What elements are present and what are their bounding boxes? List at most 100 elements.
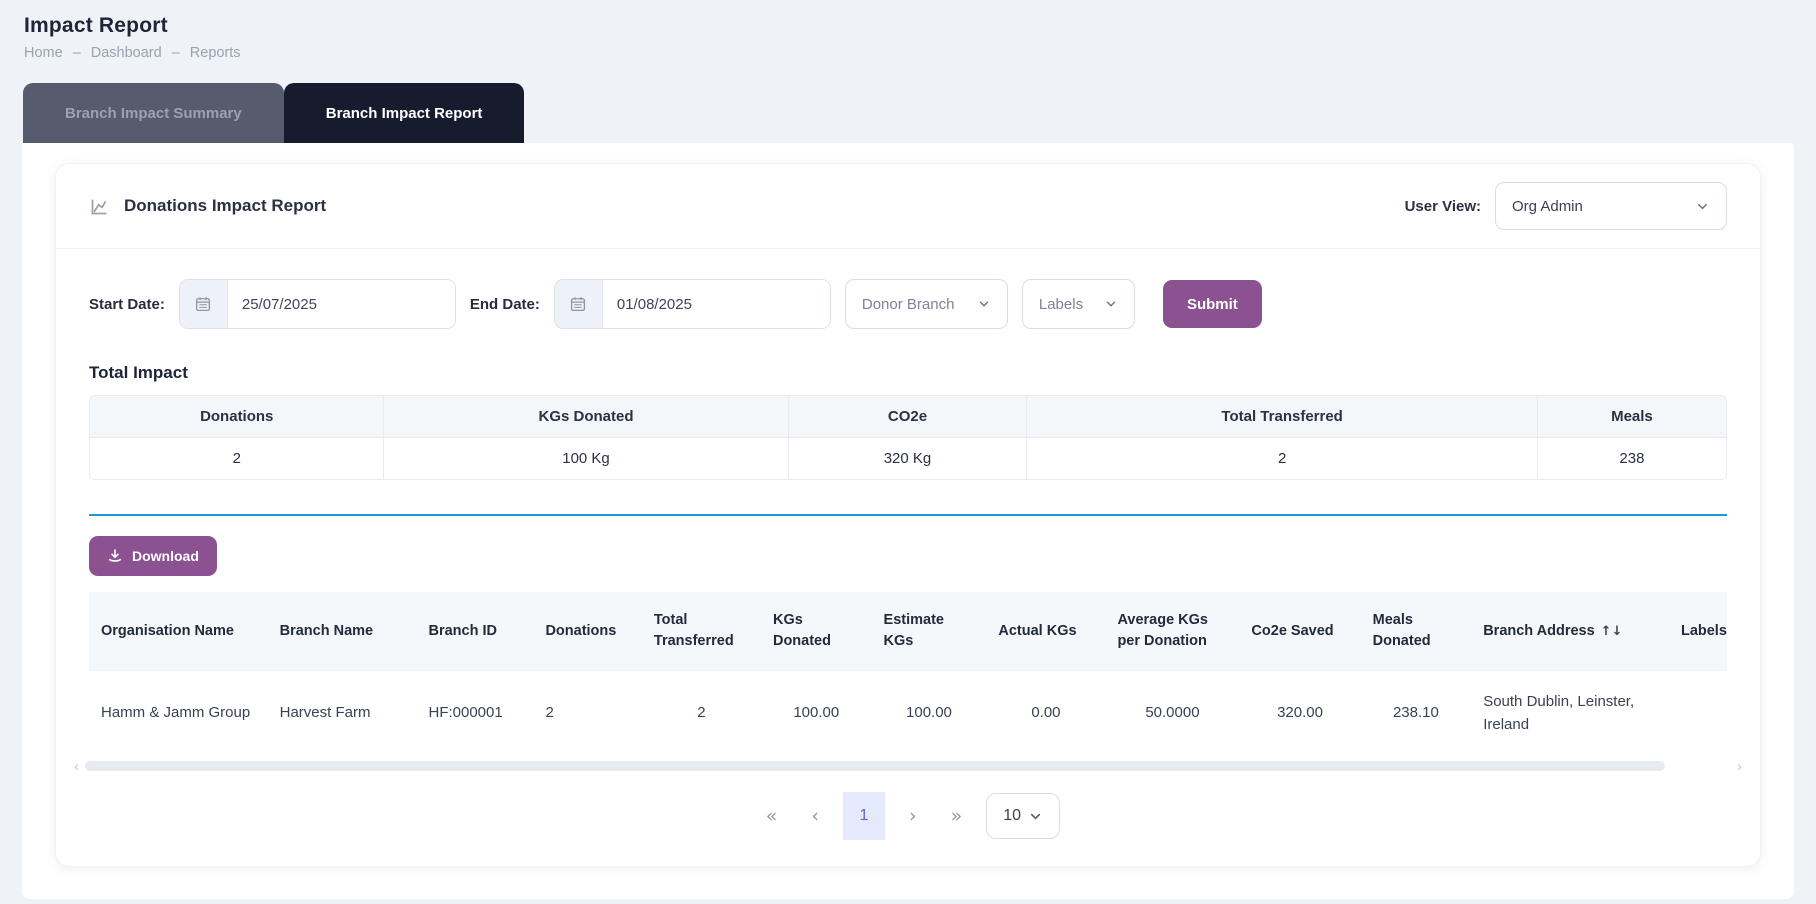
- col-kgs-donated[interactable]: KGs Donated: [760, 592, 872, 671]
- sort-icon[interactable]: ↑↓: [1600, 623, 1623, 639]
- horizontal-scrollbar-thumb[interactable]: [85, 761, 1666, 772]
- cell-estimate-kgs: 100.00: [871, 670, 987, 757]
- download-icon: [107, 548, 123, 564]
- calendar-icon[interactable]: [179, 280, 228, 328]
- total-impact-col-kgs-donated: KGs Donated: [384, 396, 789, 437]
- table-row: Hamm & Jamm Group Harvest Farm HF:000001…: [89, 670, 1727, 757]
- cell-total-transferred: 2: [641, 670, 761, 757]
- end-date-label: End Date:: [469, 295, 540, 313]
- col-average-kgs-per-donation[interactable]: Average KGs per Donation: [1105, 592, 1240, 671]
- total-impact-meals-value: 238: [1619, 450, 1645, 467]
- chart-icon: [89, 196, 110, 217]
- cell-branch-id: HF:000001: [416, 670, 534, 757]
- report-header-row: Organisation Name Branch Name Branch ID …: [89, 592, 1727, 671]
- report-table: Organisation Name Branch Name Branch ID …: [89, 592, 1727, 757]
- start-date-label: Start Date:: [89, 295, 165, 313]
- col-labels[interactable]: Labels: [1668, 592, 1727, 671]
- content-panel: Donations Impact Report User View: Org A…: [22, 143, 1794, 899]
- total-impact-col-donations: Donations: [90, 396, 385, 437]
- pagination-page-1[interactable]: 1: [843, 792, 885, 841]
- cell-branch-address: South Dublin, Leinster, Ireland: [1471, 670, 1669, 757]
- scrollbar-track[interactable]: [85, 761, 1731, 772]
- breadcrumb: Home – Dashboard – Reports: [24, 45, 1816, 61]
- chevron-down-icon: [1695, 199, 1710, 214]
- total-impact-header-row: Donations KGs Donated CO2e Total Transfe…: [90, 396, 1726, 437]
- total-impact-donations-value: 2: [90, 438, 385, 479]
- chevron-down-icon: [977, 297, 991, 311]
- report-card: Donations Impact Report User View: Org A…: [55, 163, 1761, 867]
- chevron-down-icon: [1104, 297, 1118, 311]
- card-header: Donations Impact Report User View: Org A…: [56, 164, 1760, 249]
- labels-placeholder: Labels: [1038, 295, 1084, 313]
- pagination-first-button[interactable]: «: [765, 805, 778, 828]
- breadcrumb-home[interactable]: Home: [24, 45, 63, 61]
- horizontal-scroll-area: ‹ ›: [74, 758, 1742, 774]
- total-impact-value-row: 2 100 Kg 320 Kg 2 238: [90, 437, 1726, 479]
- scroll-right-icon[interactable]: ›: [1737, 757, 1742, 775]
- col-branch-address[interactable]: Branch Address ↑↓: [1471, 592, 1669, 671]
- labels-select[interactable]: Labels: [1021, 279, 1135, 329]
- calendar-icon[interactable]: [554, 280, 603, 328]
- breadcrumb-separator: –: [72, 45, 81, 61]
- col-meals-donated[interactable]: Meals Donated: [1360, 592, 1472, 671]
- filter-row: Start Date: End Date:: [56, 249, 1760, 357]
- start-date-input[interactable]: [227, 280, 455, 328]
- col-actual-kgs[interactable]: Actual KGs: [986, 592, 1106, 671]
- user-view-label: User View:: [1404, 197, 1481, 215]
- cell-branch-name: Harvest Farm: [267, 670, 417, 757]
- user-view-select[interactable]: Org Admin: [1495, 182, 1727, 230]
- col-branch-id[interactable]: Branch ID: [416, 592, 534, 671]
- donor-branch-select[interactable]: Donor Branch: [844, 279, 1008, 329]
- submit-button[interactable]: Submit: [1162, 280, 1262, 328]
- scroll-left-icon[interactable]: ‹: [74, 757, 79, 775]
- download-label: Download: [132, 548, 199, 564]
- total-impact-co2e-value: 320 Kg: [789, 438, 1028, 479]
- page-size-select[interactable]: 10: [986, 793, 1061, 840]
- cell-organisation-name: Hamm & Jamm Group: [89, 670, 268, 757]
- cell-kgs-donated: 100.00: [760, 670, 872, 757]
- cell-co2e-saved: 320.00: [1239, 670, 1361, 757]
- col-donations[interactable]: Donations: [533, 592, 642, 671]
- section-divider: [89, 514, 1727, 516]
- col-total-transferred[interactable]: Total Transferred: [641, 592, 761, 671]
- tab-branch-impact-summary[interactable]: Branch Impact Summary: [23, 83, 284, 143]
- col-organisation-name[interactable]: Organisation Name: [89, 592, 268, 671]
- page-header: Impact Report Home – Dashboard – Reports: [0, 0, 1816, 61]
- page-size-value: 10: [1003, 807, 1022, 825]
- col-co2e-saved[interactable]: Co2e Saved: [1239, 592, 1361, 671]
- cell-actual-kgs: 0.00: [986, 670, 1106, 757]
- total-impact-total-transferred-value: 2: [1027, 438, 1538, 479]
- end-date-input[interactable]: [602, 280, 830, 328]
- chevron-down-icon: [1028, 809, 1043, 824]
- page-title: Impact Report: [24, 14, 168, 37]
- total-impact-col-total-transferred: Total Transferred: [1027, 396, 1538, 437]
- total-impact-col-co2e: CO2e: [789, 396, 1028, 437]
- cell-labels: [1668, 670, 1727, 757]
- report-table-wrap: Organisation Name Branch Name Branch ID …: [89, 592, 1727, 757]
- cell-meals-donated: 238.10: [1360, 670, 1472, 757]
- download-button[interactable]: Download: [89, 536, 217, 576]
- tab-branch-impact-report[interactable]: Branch Impact Report: [283, 83, 525, 143]
- total-impact-heading: Total Impact: [89, 363, 188, 382]
- pagination: « ‹ 1 › » 10: [56, 792, 1760, 841]
- pagination-next-button[interactable]: ›: [909, 805, 917, 828]
- total-impact-col-meals: Meals: [1611, 408, 1653, 425]
- total-impact-kgs-donated-value: 100 Kg: [384, 438, 789, 479]
- pagination-last-button[interactable]: »: [950, 805, 963, 828]
- donor-branch-placeholder: Donor Branch: [861, 295, 955, 313]
- cell-donations: 2: [533, 670, 642, 757]
- breadcrumb-dashboard[interactable]: Dashboard: [90, 45, 162, 61]
- col-branch-name[interactable]: Branch Name: [267, 592, 417, 671]
- tab-bar: Branch Impact Summary Branch Impact Repo…: [23, 83, 1816, 143]
- pagination-prev-button[interactable]: ‹: [811, 805, 819, 828]
- start-date-group: [178, 279, 456, 329]
- col-estimate-kgs[interactable]: Estimate KGs: [871, 592, 987, 671]
- branch-address-label: Branch Address: [1483, 622, 1595, 639]
- cell-average-kgs-per-donation: 50.0000: [1105, 670, 1240, 757]
- end-date-group: [553, 279, 831, 329]
- breadcrumb-separator: –: [171, 45, 180, 61]
- user-view-value: Org Admin: [1512, 197, 1583, 215]
- total-impact-table: Donations KGs Donated CO2e Total Transfe…: [89, 395, 1727, 480]
- breadcrumb-reports[interactable]: Reports: [189, 45, 241, 61]
- card-title: Donations Impact Report: [124, 196, 327, 215]
